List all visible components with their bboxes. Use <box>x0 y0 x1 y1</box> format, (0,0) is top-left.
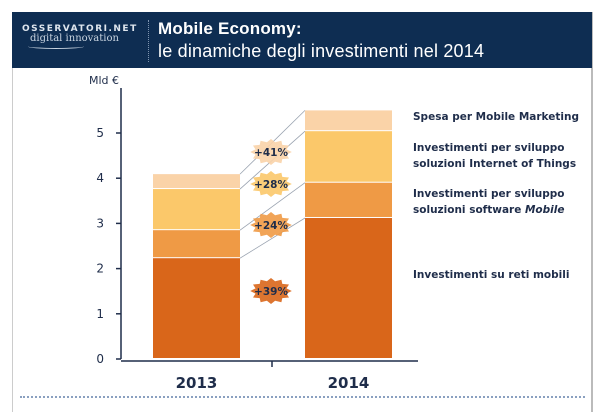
growth-badge-starburst-icon <box>250 278 292 304</box>
bar-segment <box>305 182 392 217</box>
header-banner <box>12 12 592 68</box>
bar-segment <box>305 131 392 182</box>
bar-segment <box>305 217 392 358</box>
legend-label: soluzioni software <box>413 204 525 216</box>
logo-line1: OSSERVATORI.NET <box>22 24 138 34</box>
logo-line2: digital innovation <box>30 33 119 44</box>
connector-line <box>239 182 306 231</box>
legend-item-reti-mobili: Investimenti su reti mobili <box>413 267 569 283</box>
legend-item-mobile-marketing: Spesa per Mobile Marketing <box>413 109 579 125</box>
bar-segment <box>153 189 240 230</box>
growth-label: +24% <box>254 220 288 232</box>
y-tick-label: 4 <box>96 171 104 185</box>
growth-label: +28% <box>254 179 288 191</box>
bar-segment <box>153 230 240 258</box>
legend-item-iot: Investimenti per sviluppo soluzioni Inte… <box>413 140 576 172</box>
title-line1: Mobile Economy: <box>158 19 302 38</box>
y-tick-label: 1 <box>96 307 104 321</box>
legend-label: Spesa per Mobile Marketing <box>413 111 579 123</box>
header-separator <box>148 20 149 62</box>
legend-label-italic: Mobile <box>524 204 565 216</box>
y-tick-label: 2 <box>96 262 104 276</box>
connector-line <box>239 217 306 259</box>
legend-label: Investimenti per sviluppo <box>413 188 565 200</box>
growth-badge-starburst-icon <box>250 212 292 238</box>
y-axis-label: Mld € <box>89 74 119 87</box>
y-tick-label: 0 <box>96 352 104 366</box>
legend-label: Investimenti su reti mobili <box>413 269 570 281</box>
legend-label: soluzioni Internet of Things <box>413 158 577 170</box>
logo: OSSERVATORI.NET digital innovation <box>22 24 138 49</box>
y-tick-label: 3 <box>96 216 104 230</box>
bottom-divider <box>20 396 585 398</box>
bar-segment <box>153 258 240 358</box>
logo-swoosh-icon <box>28 44 84 49</box>
growth-badge-starburst-icon <box>250 139 292 165</box>
growth-label: +39% <box>254 286 288 298</box>
bar-segment <box>305 110 392 131</box>
legend-label: Investimenti per sviluppo <box>413 142 565 154</box>
title-line2: le dinamiche degli investimenti nel 2014 <box>158 41 485 61</box>
page-title: Mobile Economy: le dinamiche degli inves… <box>158 17 484 63</box>
growth-label: +41% <box>254 147 288 159</box>
frame <box>12 12 593 412</box>
x-tick-label: 2014 <box>328 374 370 392</box>
y-tick-label: 5 <box>96 126 104 140</box>
legend-item-software-mobile: Investimenti per sviluppo soluzioni soft… <box>413 186 565 218</box>
stacked-bar-chart: Mld € 0 1 2 3 4 5 2013 2014 +39% +24% +28% +41% <box>89 74 418 392</box>
x-tick-label: 2013 <box>176 374 218 392</box>
bar-segment <box>153 174 240 189</box>
growth-badge-starburst-icon <box>250 171 292 197</box>
